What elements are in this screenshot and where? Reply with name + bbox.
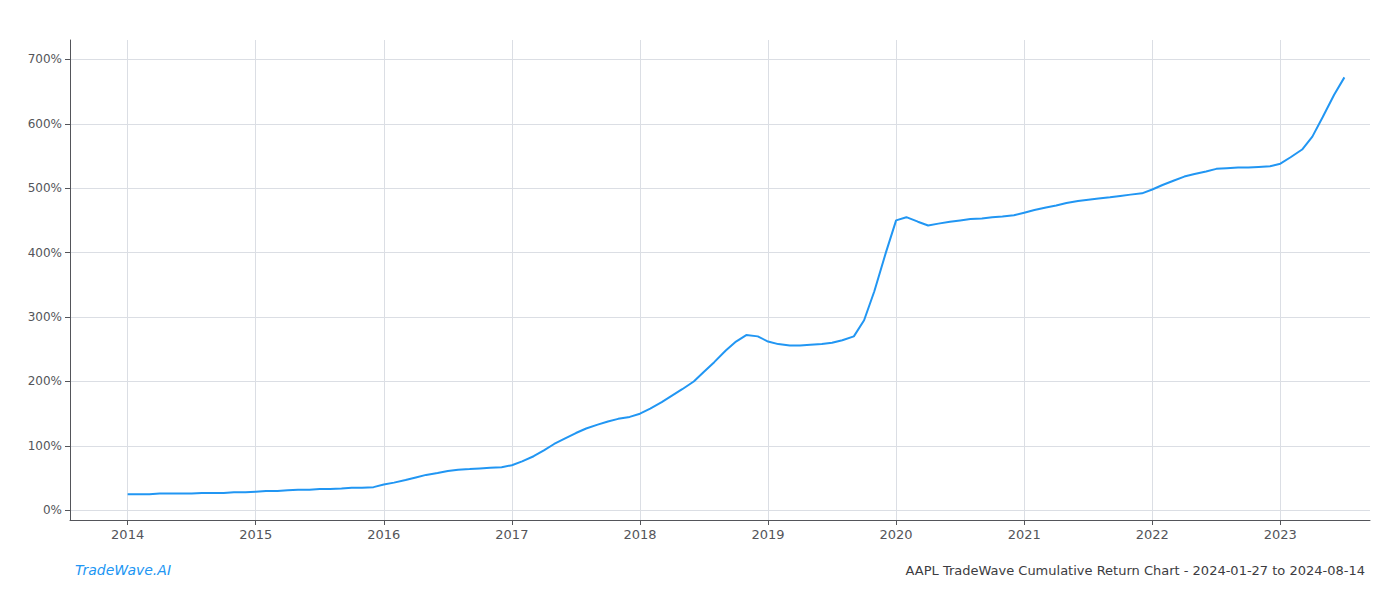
svg-text:700%: 700% xyxy=(28,52,62,66)
svg-text:2020: 2020 xyxy=(880,527,913,542)
svg-text:600%: 600% xyxy=(28,117,62,131)
svg-text:2016: 2016 xyxy=(367,527,400,542)
svg-text:2014: 2014 xyxy=(111,527,144,542)
svg-text:200%: 200% xyxy=(28,374,62,388)
svg-text:2018: 2018 xyxy=(623,527,656,542)
svg-text:TradeWave.AI: TradeWave.AI xyxy=(75,562,171,578)
svg-text:0%: 0% xyxy=(43,503,62,517)
svg-text:2015: 2015 xyxy=(239,527,272,542)
svg-text:300%: 300% xyxy=(28,310,62,324)
svg-text:2019: 2019 xyxy=(751,527,784,542)
svg-text:2022: 2022 xyxy=(1136,527,1169,542)
svg-text:2017: 2017 xyxy=(495,527,528,542)
svg-text:100%: 100% xyxy=(28,439,62,453)
svg-text:400%: 400% xyxy=(28,246,62,260)
svg-text:2023: 2023 xyxy=(1264,527,1297,542)
svg-text:2021: 2021 xyxy=(1008,527,1041,542)
svg-text:500%: 500% xyxy=(28,181,62,195)
svg-text:AAPL TradeWave Cumulative Retu: AAPL TradeWave Cumulative Return Chart -… xyxy=(906,563,1365,578)
